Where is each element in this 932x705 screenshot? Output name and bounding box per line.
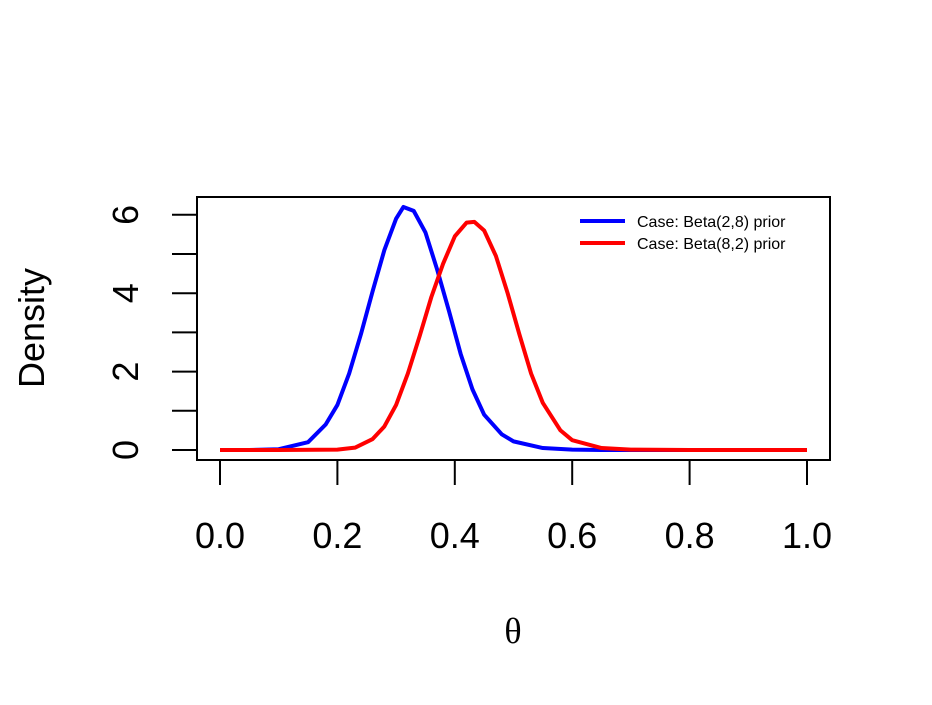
x-axis: 0.0 0.2 0.4 0.6 0.8 1.0	[195, 459, 832, 556]
legend-label-beta-8-2: Case: Beta(8,2) prior	[637, 236, 786, 253]
legend-label-beta-2-8: Case: Beta(2,8) prior	[637, 214, 786, 231]
y-axis: 0 2 4 6	[105, 205, 198, 460]
y-tick-label: 2	[105, 362, 146, 382]
legend: Case: Beta(2,8) prior Case: Beta(8,2) pr…	[580, 214, 786, 253]
x-tick-label: 0.2	[312, 515, 362, 556]
y-axis-title: Density	[11, 268, 52, 388]
y-tick-label: 4	[105, 283, 146, 303]
x-axis-title: θ	[504, 611, 521, 651]
x-tick-label: 0.8	[665, 515, 715, 556]
x-tick-label: 1.0	[782, 515, 832, 556]
series-line-1	[220, 219, 807, 452]
x-tick-label: 0.4	[430, 515, 480, 556]
y-tick-label: 0	[105, 440, 146, 460]
y-tick-label: 6	[105, 205, 146, 225]
x-tick-label: 0.0	[195, 515, 245, 556]
x-tick-label: 0.6	[547, 515, 597, 556]
series-line-0	[220, 204, 807, 452]
series-layer	[220, 204, 807, 452]
